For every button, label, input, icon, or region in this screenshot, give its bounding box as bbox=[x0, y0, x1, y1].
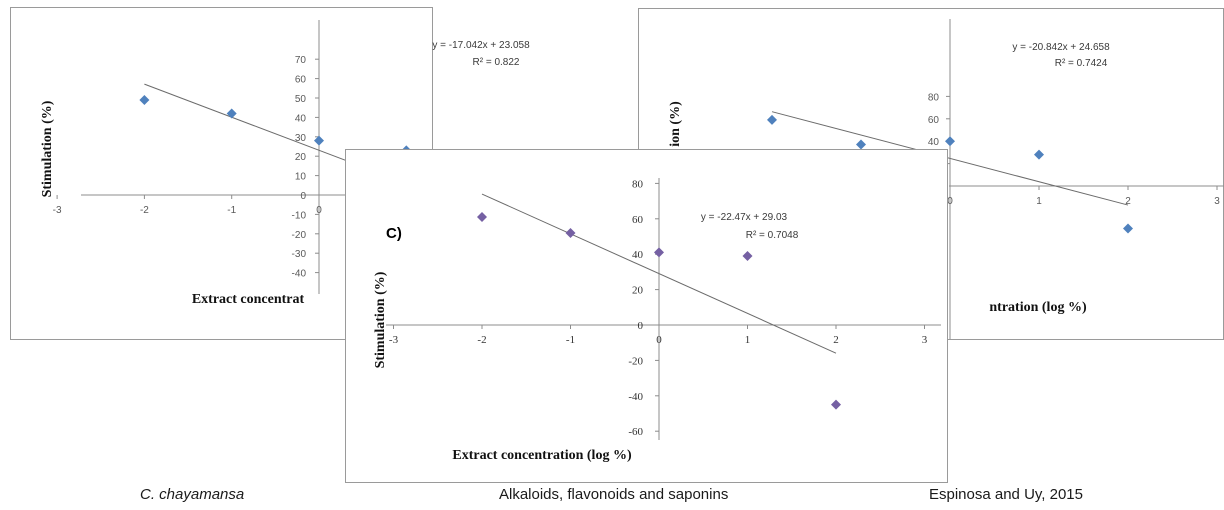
caption-compounds: Alkaloids, flavonoids and saponins bbox=[499, 486, 729, 503]
data-point bbox=[742, 250, 753, 261]
data-point bbox=[1034, 149, 1044, 160]
y-tick-label: 60 bbox=[928, 115, 940, 126]
y-tick-label: 10 bbox=[295, 172, 307, 183]
y-tick-label: -30 bbox=[292, 249, 307, 260]
data-point bbox=[654, 247, 664, 258]
data-point bbox=[945, 136, 955, 147]
chart-c-svg: 80 60 40 20 0 -20 -40 -60 -3 -2 -1 0 1 2 3 y = -22.47x … bbox=[373, 178, 941, 463]
y-tick-label: 30 bbox=[295, 133, 307, 144]
x-axis-title: ntration (log %) bbox=[989, 300, 1087, 315]
y-tick-label: 80 bbox=[928, 92, 940, 103]
x-axis-title: Extract concentration (log %) bbox=[452, 448, 632, 463]
y-tick-label: -60 bbox=[628, 426, 643, 438]
data-point bbox=[477, 212, 487, 223]
trendline-equation: y = -22.47x + 29.03 bbox=[701, 212, 788, 223]
data-point bbox=[565, 227, 576, 238]
x-tick-label: 1 bbox=[745, 334, 751, 346]
x-tick-label: 3 bbox=[1214, 196, 1220, 207]
x-tick-label: 0 bbox=[947, 196, 953, 207]
y-tick-label: -40 bbox=[292, 269, 307, 280]
data-point bbox=[831, 399, 841, 410]
trendline bbox=[481, 193, 837, 354]
data-point bbox=[226, 108, 237, 119]
data-point bbox=[856, 139, 866, 150]
caption-reference: Espinosa and Uy, 2015 bbox=[929, 486, 1083, 503]
y-tick-label: 80 bbox=[632, 178, 644, 190]
x-tick-label: -1 bbox=[566, 334, 575, 346]
y-tick-label: -40 bbox=[628, 391, 643, 403]
data-point bbox=[767, 114, 777, 125]
y-tick-label: 0 bbox=[638, 320, 644, 332]
x-tick-label: -2 bbox=[140, 205, 149, 216]
data-point bbox=[1123, 223, 1133, 234]
x-axis-title: Extract concentrat bbox=[192, 292, 305, 307]
x-tick-label: 1 bbox=[1036, 196, 1042, 207]
x-tick-label: 3 bbox=[922, 334, 928, 346]
x-tick-label: 0 bbox=[656, 334, 662, 346]
data-point bbox=[139, 94, 150, 105]
trendline-equation: y = -20.842x + 24.658 bbox=[1012, 42, 1110, 53]
y-tick-label: 40 bbox=[632, 249, 644, 261]
y-tick-label: 50 bbox=[295, 94, 307, 105]
y-tick-label: 0 bbox=[300, 191, 306, 202]
y-tick-label: 40 bbox=[295, 113, 307, 124]
y-tick-label: -20 bbox=[628, 355, 643, 367]
r-squared-label: R² = 0.822 bbox=[473, 57, 520, 68]
panel-label: C) bbox=[386, 225, 402, 242]
y-tick-label: 40 bbox=[928, 137, 940, 148]
r-squared-label: R² = 0.7424 bbox=[1055, 58, 1108, 69]
x-tick-label: 0 bbox=[316, 205, 322, 216]
x-tick-label: 2 bbox=[1125, 196, 1131, 207]
x-tick-label: -3 bbox=[53, 205, 62, 216]
y-tick-label: -10 bbox=[292, 210, 307, 221]
y-tick-label: 60 bbox=[295, 75, 307, 86]
x-tick-label: 2 bbox=[833, 334, 839, 346]
y-axis-title: Stimulation (%) bbox=[40, 100, 55, 197]
data-point bbox=[314, 135, 324, 146]
y-tick-label: 20 bbox=[632, 285, 644, 297]
x-tick-label: -2 bbox=[477, 334, 486, 346]
chart-panel-c: 80 60 40 20 0 -20 -40 -60 -3 -2 -1 0 1 2 3 y = -22.47x … bbox=[345, 149, 948, 483]
trendline-equation: y = -17.042x + 23.058 bbox=[432, 40, 530, 51]
r-squared-label: R² = 0.7048 bbox=[746, 230, 799, 241]
y-axis-title: Stimulation (%) bbox=[373, 271, 388, 368]
caption-species: C. chayamansa bbox=[140, 486, 245, 503]
x-tick-label: -1 bbox=[227, 205, 236, 216]
y-tick-label: 70 bbox=[295, 55, 307, 66]
y-tick-label: 20 bbox=[295, 152, 307, 163]
y-tick-label: 60 bbox=[632, 214, 644, 226]
y-tick-label: -20 bbox=[292, 230, 307, 241]
x-tick-label: -3 bbox=[389, 334, 399, 346]
y-axis-title: ion (%) bbox=[668, 101, 683, 147]
trendline bbox=[771, 111, 1129, 206]
